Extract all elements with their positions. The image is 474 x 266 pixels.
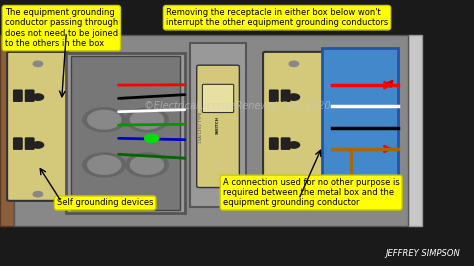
Text: 15A/125V TYPE...: 15A/125V TYPE... <box>200 107 203 143</box>
FancyBboxPatch shape <box>7 52 69 201</box>
FancyBboxPatch shape <box>269 90 278 102</box>
FancyBboxPatch shape <box>281 90 290 102</box>
FancyBboxPatch shape <box>66 53 185 213</box>
FancyBboxPatch shape <box>13 90 22 102</box>
Text: Removing the receptacle in either box below won't
interrupt the other equipment : Removing the receptacle in either box be… <box>166 8 388 27</box>
Text: JEFFREY SIMPSON: JEFFREY SIMPSON <box>385 249 460 258</box>
Circle shape <box>32 94 44 100</box>
FancyBboxPatch shape <box>190 43 246 207</box>
Circle shape <box>83 108 126 132</box>
FancyBboxPatch shape <box>25 90 34 102</box>
FancyBboxPatch shape <box>25 138 34 149</box>
FancyBboxPatch shape <box>202 84 234 113</box>
Circle shape <box>288 94 300 100</box>
FancyBboxPatch shape <box>0 35 14 226</box>
Circle shape <box>126 153 168 177</box>
Circle shape <box>289 61 299 66</box>
FancyBboxPatch shape <box>281 138 290 149</box>
FancyBboxPatch shape <box>263 52 325 201</box>
Circle shape <box>145 134 159 142</box>
Circle shape <box>33 61 43 66</box>
Text: A connection used for no other purpose is
required between the metal box and the: A connection used for no other purpose i… <box>223 178 400 207</box>
Circle shape <box>130 156 164 174</box>
FancyBboxPatch shape <box>408 35 422 226</box>
Circle shape <box>83 153 126 177</box>
FancyBboxPatch shape <box>197 65 239 188</box>
Circle shape <box>88 110 121 129</box>
Circle shape <box>126 108 168 132</box>
Circle shape <box>32 142 44 148</box>
FancyBboxPatch shape <box>13 138 22 149</box>
Text: SWITCH: SWITCH <box>216 116 220 134</box>
FancyBboxPatch shape <box>14 35 408 226</box>
FancyBboxPatch shape <box>269 138 278 149</box>
Text: ©ElectricalLicenseRenewal.Com 2020: ©ElectricalLicenseRenewal.Com 2020 <box>144 101 330 111</box>
Text: Self grounding devices: Self grounding devices <box>57 198 154 207</box>
Circle shape <box>289 192 299 197</box>
FancyBboxPatch shape <box>322 48 398 207</box>
Circle shape <box>33 192 43 197</box>
FancyBboxPatch shape <box>71 56 180 210</box>
Text: The equipment grounding
conductor passing through
does not need to be joined
to : The equipment grounding conductor passin… <box>5 8 118 48</box>
Circle shape <box>88 156 121 174</box>
Circle shape <box>288 142 300 148</box>
Circle shape <box>130 110 164 129</box>
